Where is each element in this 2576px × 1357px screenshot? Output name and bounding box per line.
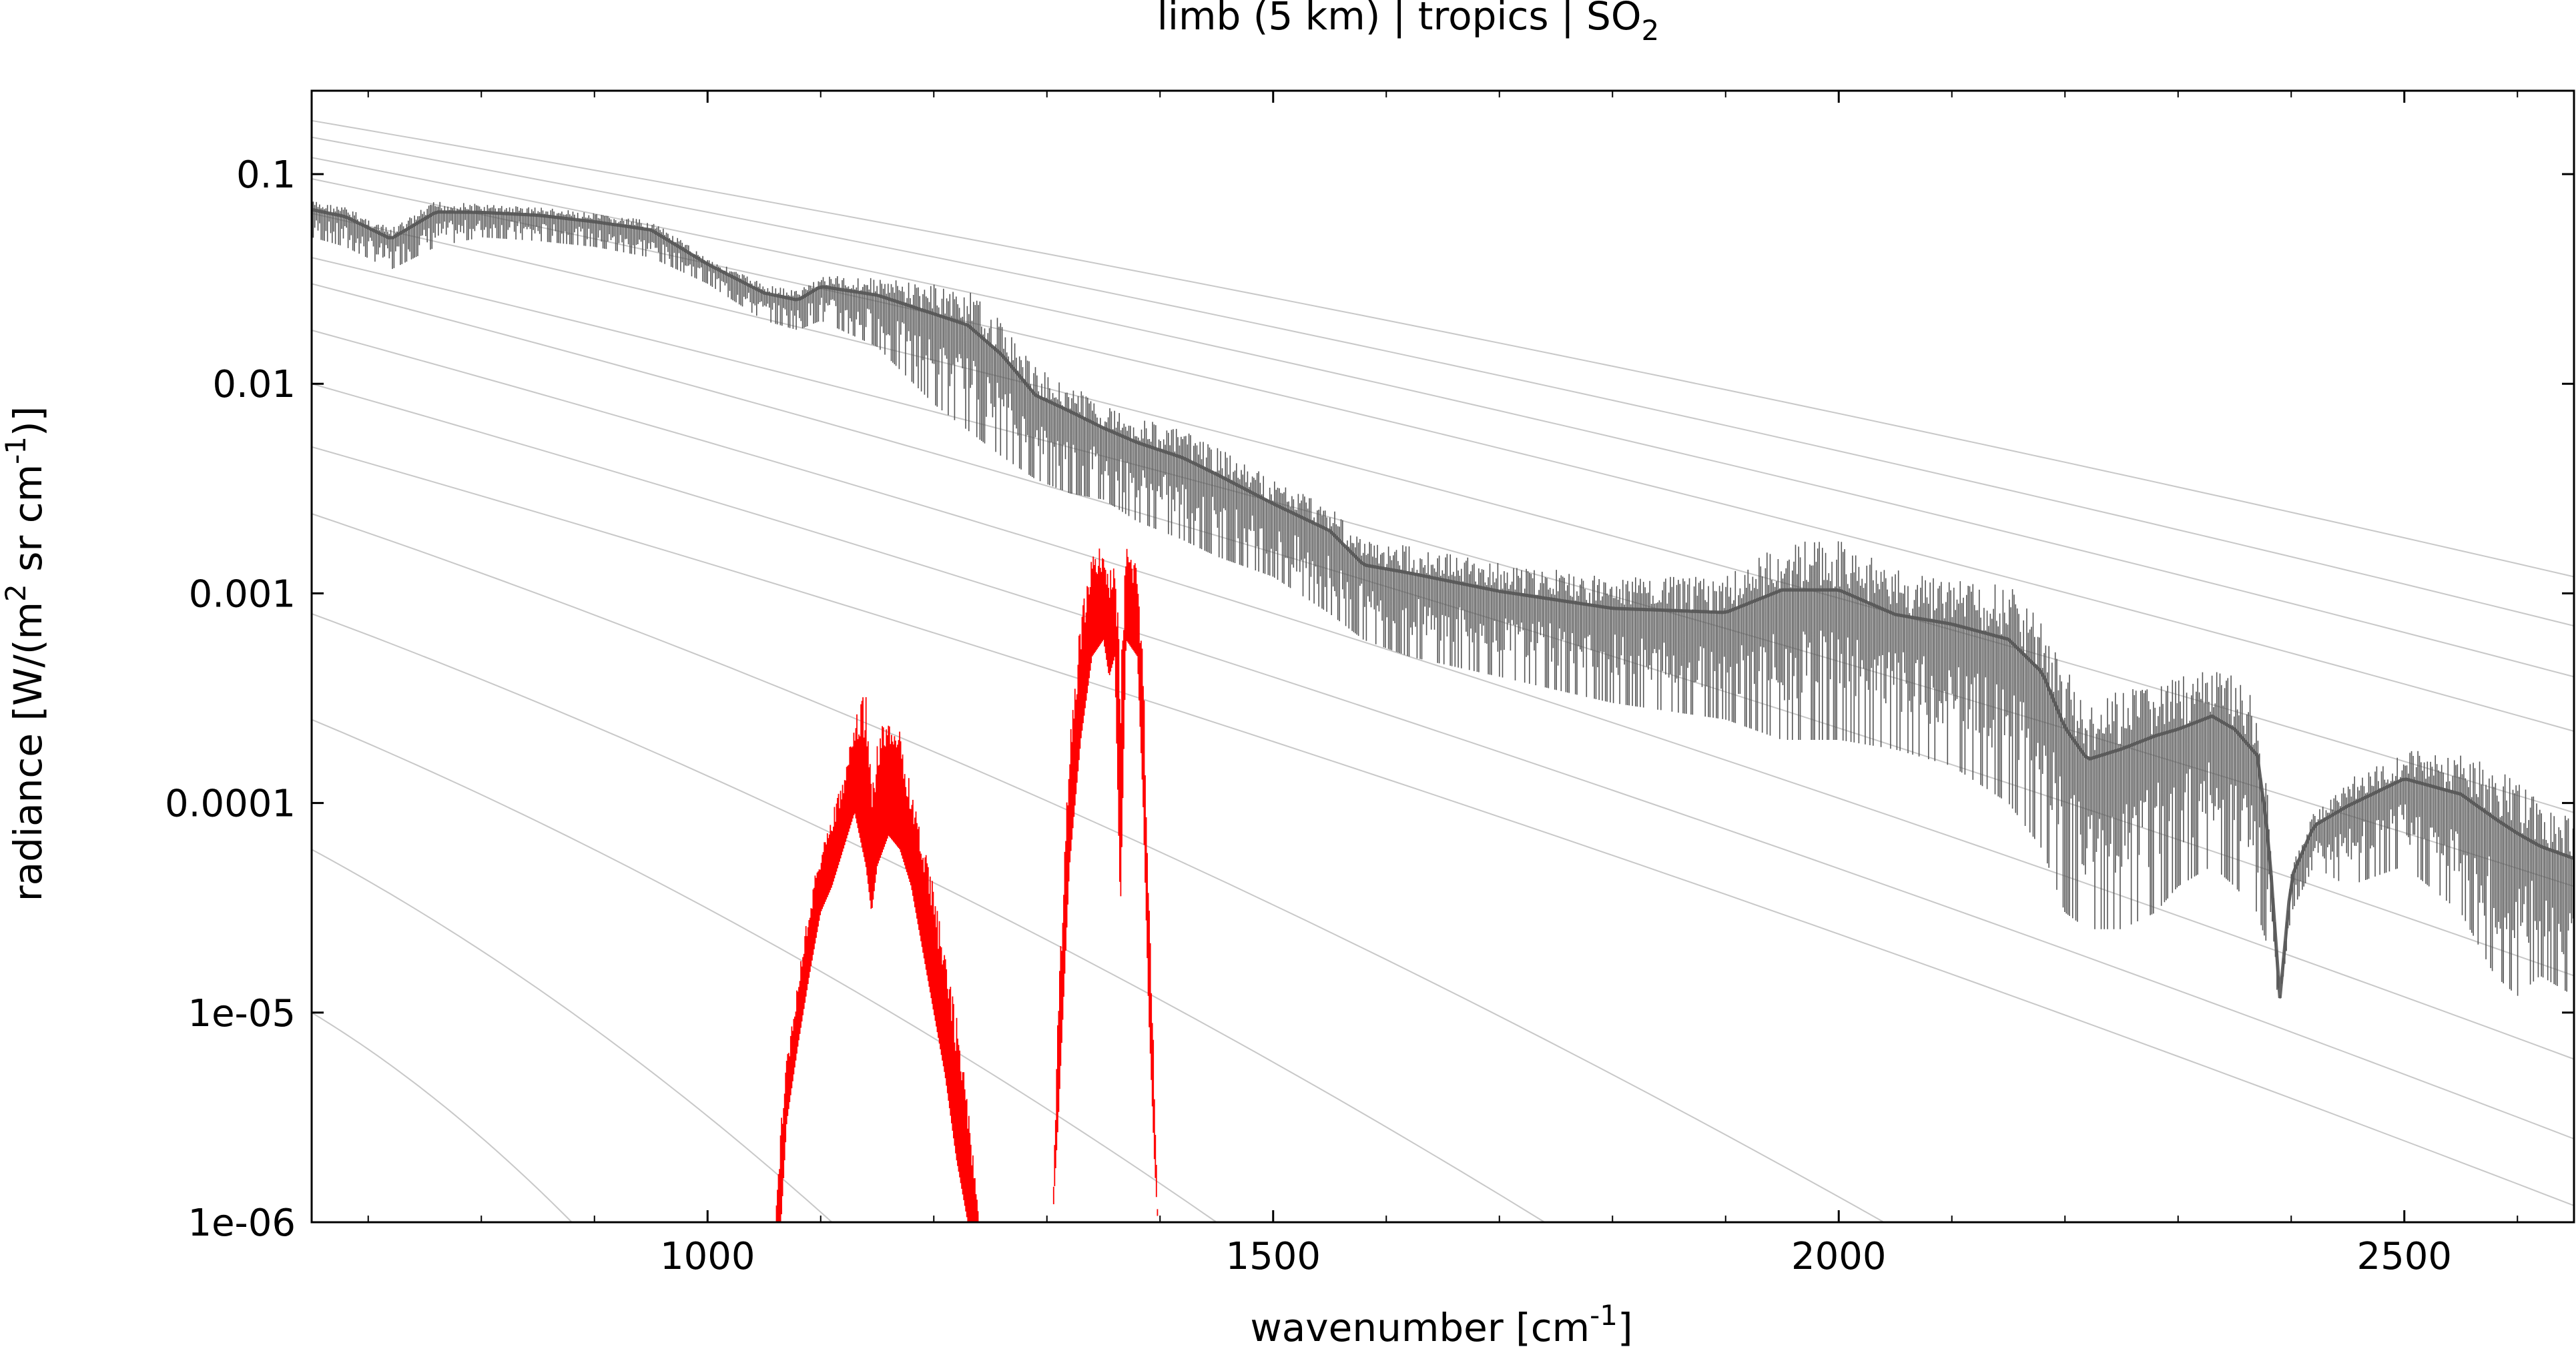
reference-curve-steep-3 (311, 849, 833, 1223)
x-axis: 1000 1500 2000 2500 (367, 91, 2519, 1278)
chart-title: limb (5 km) | tropics | SO2 (1157, 0, 1660, 47)
y-tick-label: 0.0001 (165, 783, 296, 826)
reference-curve-4 (311, 212, 2575, 813)
so2-radiance-series (775, 548, 1159, 1222)
reference-curve-5 (311, 257, 2575, 887)
plot-frame (310, 89, 2575, 1224)
total-radiance-envelope (311, 207, 2575, 999)
y-axis-label: radiance [W/(m2 sr cm-1)] (0, 406, 51, 902)
x-tick-label: 1500 (1225, 1235, 1321, 1278)
so2-band-1 (1052, 548, 1159, 1216)
y-axis: 0.1 0.01 0.001 0.0001 1e-05 1e-06 (165, 153, 2574, 1245)
x-tick-label: 2000 (1791, 1235, 1887, 1278)
y-tick-label: 0.001 (189, 572, 296, 616)
reference-curve-steep-4 (311, 1011, 573, 1223)
y-tick-label: 1e-05 (188, 992, 296, 1035)
reference-curve-0 (311, 119, 2575, 578)
reference-curve-2 (311, 157, 2575, 678)
so2-band-0 (775, 697, 979, 1222)
reference-curve-1 (311, 136, 2575, 627)
y-tick-label: 0.01 (212, 363, 296, 406)
y-tick-label: 1e-06 (188, 1202, 296, 1245)
reference-curve-7 (311, 330, 2575, 1060)
reference-curve-9 (311, 446, 2575, 1207)
x-tick-label: 2500 (2356, 1235, 2452, 1278)
reference-curve-steep-0 (311, 513, 1885, 1223)
y-tick-label: 0.1 (236, 153, 296, 197)
x-tick-label: 1000 (660, 1235, 755, 1278)
reference-curve-8 (311, 383, 2575, 1140)
x-axis-label: wavenumber [cm-1] (1250, 1299, 1632, 1350)
reference-curve-steep-2 (311, 719, 1217, 1223)
